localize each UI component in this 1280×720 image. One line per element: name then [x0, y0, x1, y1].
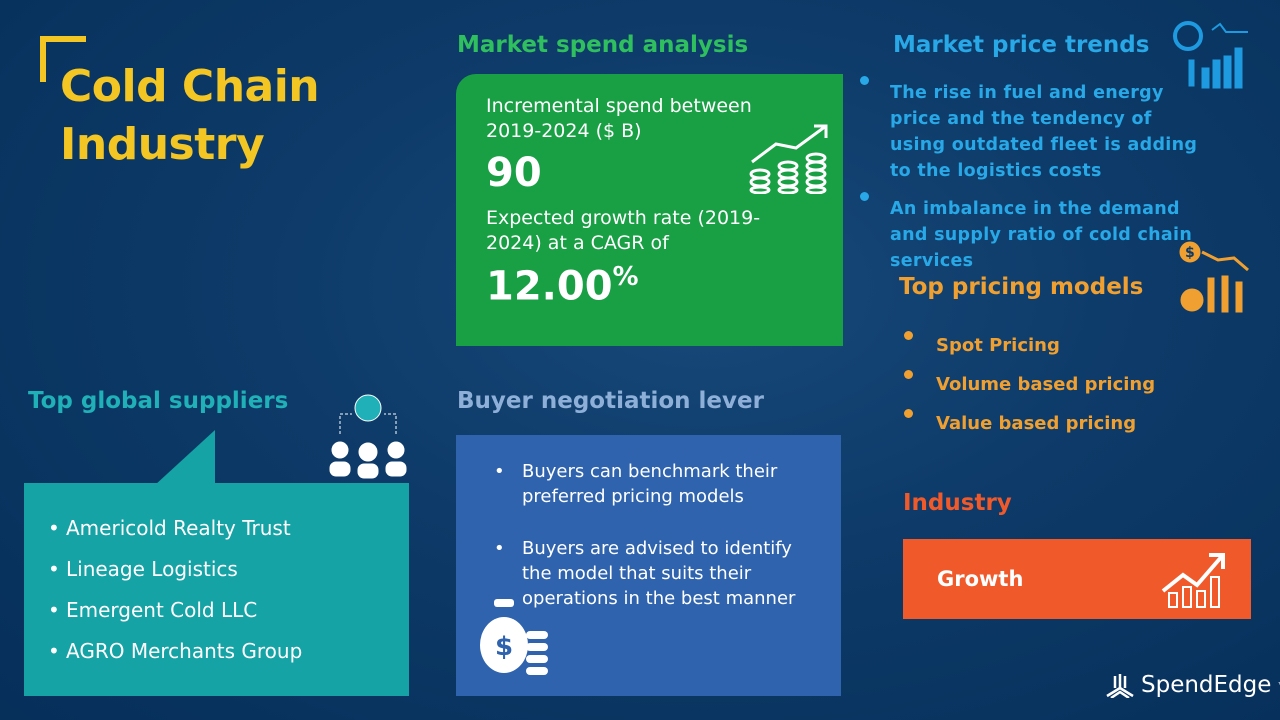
industry-heading: Industry — [903, 490, 1012, 516]
incremental-spend-label: Incremental spend between 2019-2024 ($ B… — [486, 95, 752, 142]
page-title: Cold Chain Industry — [60, 61, 320, 170]
market-spend-card: Incremental spend between 2019-2024 ($ B… — [456, 74, 843, 346]
list-item: Buyers are advised to identify the model… — [484, 536, 813, 611]
list-item: Spot Pricing — [904, 331, 1155, 359]
top-pricing-models-heading: Top pricing models — [899, 274, 1144, 300]
market-price-trends-heading: Market price trends — [893, 32, 1150, 58]
list-item: Volume based pricing — [904, 370, 1155, 398]
buyer-negotiation-heading: Buyer negotiation lever — [457, 388, 764, 414]
global-network-icon — [329, 394, 407, 479]
suppliers-list: Americold Realty Trust Lineage Logistics… — [38, 508, 395, 672]
suppliers-card: Americold Realty Trust Lineage Logistics… — [24, 483, 409, 696]
industry-status: Growth — [937, 567, 1024, 591]
title-corner-accent — [40, 36, 86, 82]
money-bag-icon: $ — [480, 599, 548, 675]
list-item: The rise in fuel and energy price and th… — [860, 76, 1210, 184]
industry-status-card: Growth — [903, 539, 1251, 619]
buyer-negotiation-list: Buyers can benchmark their preferred pri… — [484, 459, 813, 611]
speech-bubble-pointer — [155, 430, 215, 485]
list-item: Lineage Logistics — [38, 549, 395, 590]
magnifier-chart-icon — [1173, 21, 1248, 89]
logo-wordmark: SpendEdge — [1141, 672, 1272, 698]
growth-rate-label: Expected growth rate (2019-2024) at a CA… — [486, 207, 761, 254]
list-item: Value based pricing — [904, 409, 1155, 437]
list-item: Emergent Cold LLC — [38, 590, 395, 631]
incremental-spend-value: 90 — [486, 150, 542, 196]
list-item: Americold Realty Trust — [38, 508, 395, 549]
list-item: An imbalance in the demand and supply ra… — [860, 192, 1210, 274]
buyer-negotiation-card: Buyers can benchmark their preferred pri… — [456, 435, 841, 696]
market-spend-heading: Market spend analysis — [457, 32, 749, 58]
list-item: AGRO Merchants Group — [38, 631, 395, 672]
market-price-trends-list: The rise in fuel and energy price and th… — [860, 76, 1210, 286]
growth-rate-unit: % — [612, 262, 639, 292]
svg-text:$: $ — [1185, 245, 1195, 261]
dollar-price-drop-icon: $ — [1179, 241, 1249, 313]
list-item: Buyers can benchmark their preferred pri… — [484, 459, 813, 509]
growth-rate-value: 12.00 — [486, 263, 613, 310]
spendedge-logo: SpendEdge ™ — [1105, 672, 1280, 698]
logo-trademark: ™ — [1277, 681, 1280, 690]
top-suppliers-heading: Top global suppliers — [28, 388, 289, 414]
growth-chart-icon — [1161, 553, 1225, 608]
top-pricing-models-list: Spot Pricing Volume based pricing Value … — [904, 331, 1155, 450]
spendedge-logo-icon — [1106, 674, 1134, 698]
svg-text:$: $ — [495, 632, 513, 662]
growth-coins-icon — [749, 124, 828, 194]
